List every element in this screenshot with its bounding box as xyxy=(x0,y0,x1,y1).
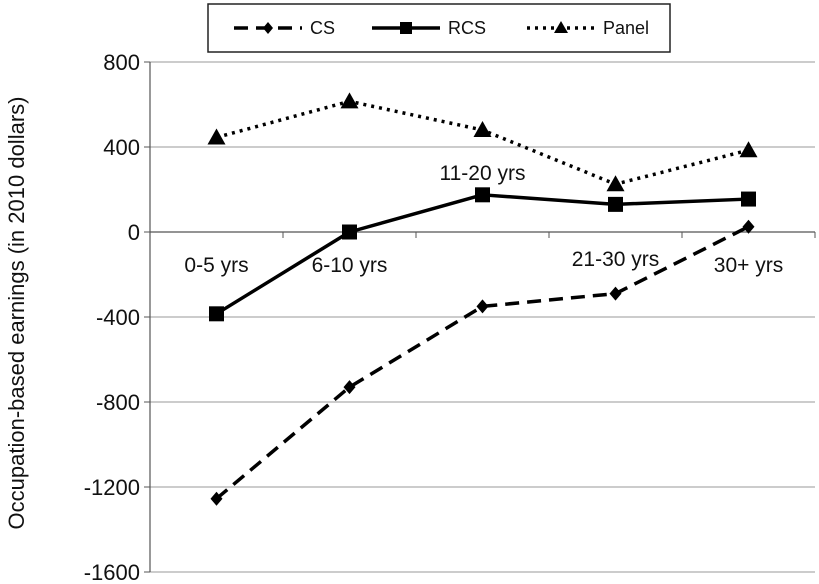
x-tick-label: 0-5 yrs xyxy=(184,254,248,277)
series-cs xyxy=(210,219,755,506)
y-tick-label: -1600 xyxy=(84,560,140,584)
data-point-square xyxy=(342,224,357,240)
data-point-square xyxy=(209,306,224,322)
data-point-square xyxy=(608,196,623,212)
x-tick-label: 11-20 yrs xyxy=(440,162,526,185)
legend-marker-triangle xyxy=(554,21,568,33)
grid-lines xyxy=(150,61,815,573)
y-tick-label: 800 xyxy=(103,50,140,75)
y-tick-label: 400 xyxy=(103,135,140,160)
y-axis-label: Occupation-based earnings (in 2010 dolla… xyxy=(4,97,29,530)
series-group xyxy=(207,92,758,506)
data-point-square xyxy=(741,191,756,207)
legend: CS RCS Panel xyxy=(207,3,671,53)
y-tick-labels: 800 400 0 -400 -800 -1200 -1600 xyxy=(84,50,140,584)
data-point-diamond xyxy=(343,380,356,395)
x-tick-label: 21-30 yrs xyxy=(572,248,660,271)
legend-marker-square xyxy=(400,22,412,34)
series-line xyxy=(215,225,750,501)
legend-item-cs: CS xyxy=(234,18,335,38)
data-point-diamond xyxy=(609,286,622,301)
series-rcs xyxy=(209,187,756,322)
data-point-diamond xyxy=(210,491,223,506)
data-point-triangle xyxy=(473,121,492,137)
legend-label: CS xyxy=(310,18,335,38)
legend-item-panel: Panel xyxy=(527,18,649,38)
data-point-triangle xyxy=(606,175,625,192)
data-point-triangle xyxy=(207,128,226,145)
y-tick-label: -1200 xyxy=(84,475,140,500)
y-tick-label: -400 xyxy=(96,305,140,330)
legend-label: RCS xyxy=(448,18,486,38)
legend-item-rcs: RCS xyxy=(372,18,486,38)
y-tick-label: -800 xyxy=(96,390,140,415)
y-tick-label: 0 xyxy=(128,220,140,245)
data-point-triangle xyxy=(739,141,758,158)
data-point-triangle xyxy=(340,92,359,109)
x-tick-label: 30+ yrs xyxy=(714,254,783,277)
series-line xyxy=(215,193,749,316)
legend-marker-diamond xyxy=(263,22,273,34)
data-point-diamond xyxy=(476,299,489,314)
x-tick-label: 6-10 yrs xyxy=(312,254,388,277)
series-panel xyxy=(207,92,758,192)
axes xyxy=(144,61,816,573)
legend-label: Panel xyxy=(603,18,649,38)
data-point-diamond xyxy=(742,219,755,234)
data-point-square xyxy=(475,187,490,203)
category-labels: 0-5 yrs 6-10 yrs 11-20 yrs 21-30 yrs 30+ yrs xyxy=(184,162,783,277)
